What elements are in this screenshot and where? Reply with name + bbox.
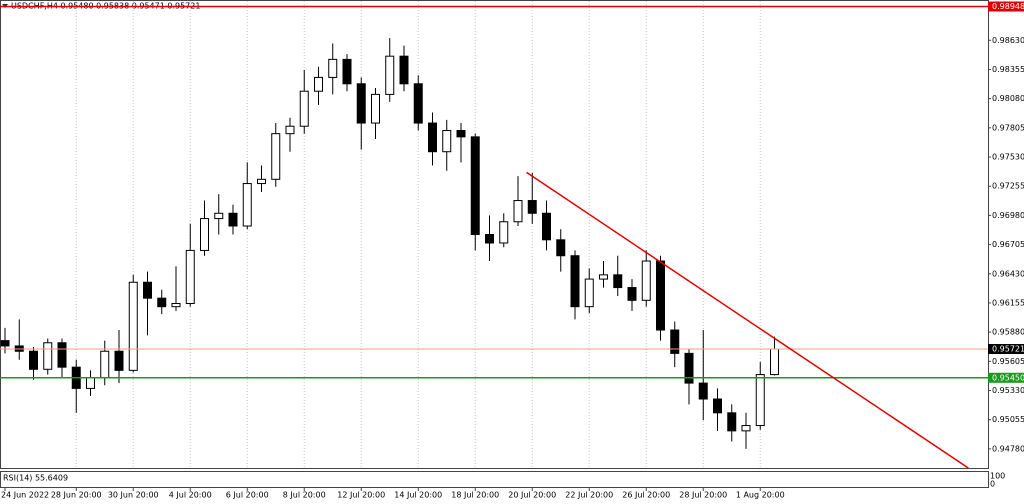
level-tag [988, 1, 1024, 12]
candle-body [727, 412, 737, 432]
candle-body [613, 274, 623, 289]
candle-body [485, 234, 494, 244]
y-tick-label: 0.97530 [992, 153, 1024, 162]
candle-body [0, 340, 10, 347]
candle-body [171, 302, 181, 308]
y-tick-label: 0.96430 [992, 269, 1024, 278]
y-tick-label: 0.98630 [992, 36, 1024, 45]
x-tick-label: 30 Jun 20:00 [108, 491, 159, 500]
candle-body [328, 58, 338, 78]
candle-body [143, 281, 152, 299]
candle-body [285, 125, 295, 135]
candle-body [656, 260, 665, 331]
candle-body [29, 350, 38, 370]
candle-body [442, 129, 452, 153]
x-tick-label: 4 Jul 20:00 [169, 491, 212, 500]
candle-body [755, 374, 765, 427]
candle-body [499, 221, 509, 244]
y-tick-label: 0.94780 [992, 444, 1024, 453]
x-tick-label: 8 Jul 20:00 [283, 491, 326, 500]
candle-body [100, 350, 110, 379]
x-tick-label: 18 Jul 20:00 [451, 491, 499, 500]
candle-body [584, 278, 594, 308]
candle-body [413, 83, 423, 124]
candle-body [157, 297, 167, 308]
candle-body [86, 377, 95, 389]
x-tick-label: 26 Jul 20:00 [622, 491, 670, 500]
candle-body [299, 90, 309, 127]
x-tick-label: 28 Jul 20:00 [679, 491, 727, 500]
y-tick-label: 0.96155 [992, 298, 1024, 307]
candle-body [641, 260, 651, 301]
indicator-label: RSI(14) 55.6409 [3, 474, 68, 483]
candle-body [356, 83, 366, 124]
candle-body [271, 133, 281, 180]
candle-body [599, 274, 608, 280]
candle-body [214, 212, 224, 220]
trend-line [526, 171, 969, 468]
candle-body [314, 76, 323, 92]
candle-body [385, 55, 395, 95]
candle-body [257, 178, 266, 185]
candle-body [128, 281, 138, 371]
candle-body [542, 212, 551, 241]
x-tick-label: 24 Jun 2022 [1, 491, 49, 500]
candle-body [456, 129, 466, 138]
candle-body [770, 348, 779, 376]
x-tick-label: 6 Jul 20:00 [226, 491, 269, 500]
plot-frame [0, 0, 989, 469]
candle-body [342, 58, 352, 85]
y-tick-label: 0.98080 [992, 94, 1024, 103]
candle-body [527, 200, 537, 214]
y-tick-label: 0.95880 [992, 328, 1024, 337]
candle-body [627, 287, 637, 301]
indicator-frame [0, 471, 989, 488]
candle-body [399, 55, 409, 85]
x-tick-label: 12 Jul 20:00 [337, 491, 385, 500]
candle-body [185, 249, 195, 304]
level-tag [988, 372, 1024, 383]
candle-body [371, 93, 380, 124]
y-tick-label: 0.98355 [992, 65, 1024, 74]
candle-body [428, 122, 437, 153]
y-tick-label: 0.97805 [992, 123, 1024, 132]
candle-body [570, 255, 580, 308]
candle-body [114, 350, 124, 371]
x-tick-label: 20 Jul 20:00 [508, 491, 556, 500]
candle-body [200, 218, 209, 251]
candle-body [556, 239, 566, 257]
y-tick-label: 0.95055 [992, 415, 1024, 424]
indicator-tick-label: 100 [990, 472, 1005, 481]
x-tick-label: 14 Jul 20:00 [394, 491, 442, 500]
y-tick-label: 0.97255 [992, 182, 1024, 191]
candle-body [713, 398, 722, 414]
level-label: 0.98948 [992, 2, 1024, 11]
candle-body [242, 183, 252, 227]
indicator-tick-label: 0 [990, 480, 995, 489]
x-tick-label: 1 Aug 20:00 [736, 491, 785, 500]
candle-body [513, 200, 523, 223]
y-tick-label: 0.96705 [992, 240, 1024, 249]
y-tick-label: 0.95330 [992, 386, 1024, 395]
y-tick-label: 0.96980 [992, 211, 1024, 220]
candle-body [43, 342, 53, 370]
level-label: 0.95450 [992, 373, 1024, 382]
level-label: 0.95721 [992, 345, 1024, 354]
candle-body [57, 342, 67, 368]
y-tick-label: 0.95605 [992, 357, 1024, 366]
x-tick-label: 22 Jul 20:00 [565, 491, 613, 500]
candle-body [698, 382, 708, 400]
x-tick-label: 28 Jun 20:00 [51, 491, 102, 500]
level-tag [988, 344, 1024, 355]
candle-body [228, 212, 238, 227]
candle-body [670, 329, 680, 354]
candle-body [684, 352, 694, 384]
candle-body [741, 425, 751, 432]
candle-body [470, 136, 480, 235]
